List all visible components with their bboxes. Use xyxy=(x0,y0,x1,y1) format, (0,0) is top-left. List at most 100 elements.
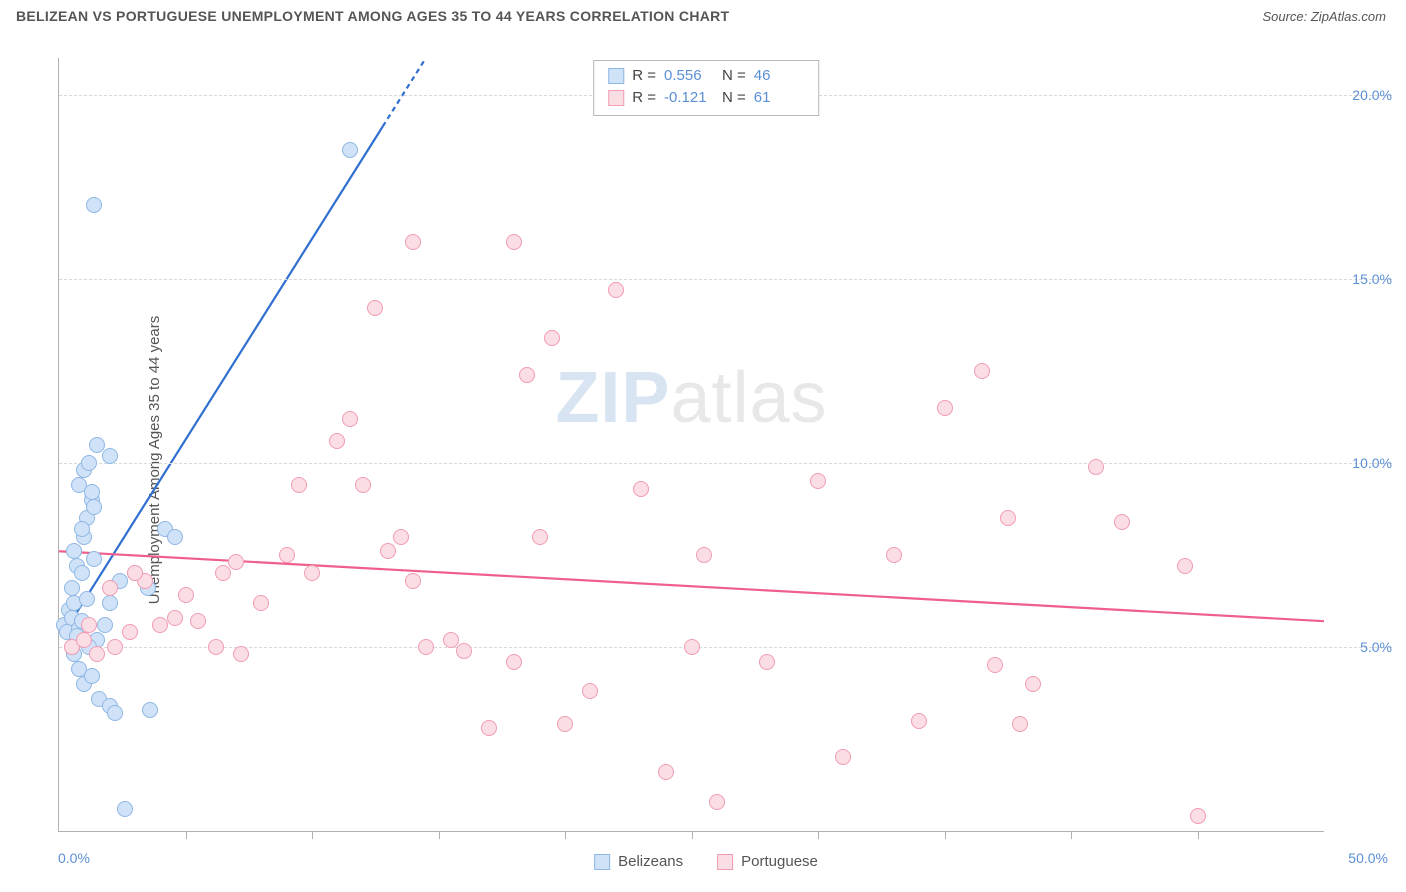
gridline xyxy=(59,279,1392,280)
data-point xyxy=(886,547,902,563)
x-tick xyxy=(692,831,693,839)
data-point xyxy=(74,521,90,537)
stats-row-portuguese: R = -0.121 N = 61 xyxy=(608,87,804,109)
data-point xyxy=(937,400,953,416)
data-point xyxy=(79,591,95,607)
header: BELIZEAN VS PORTUGUESE UNEMPLOYMENT AMON… xyxy=(0,0,1406,28)
data-point xyxy=(456,643,472,659)
x-axis-max-label: 50.0% xyxy=(1348,850,1388,866)
chart-container: Unemployment Among Ages 35 to 44 years Z… xyxy=(16,36,1396,884)
x-axis-origin-label: 0.0% xyxy=(58,850,90,866)
data-point xyxy=(74,565,90,581)
data-point xyxy=(66,543,82,559)
data-point xyxy=(633,481,649,497)
gridline xyxy=(59,463,1392,464)
data-point xyxy=(167,529,183,545)
trend-lines xyxy=(59,58,1324,831)
data-point xyxy=(544,330,560,346)
data-point xyxy=(342,411,358,427)
data-point xyxy=(208,639,224,655)
data-point xyxy=(117,801,133,817)
data-point xyxy=(102,448,118,464)
swatch-belizeans xyxy=(608,68,624,84)
data-point xyxy=(709,794,725,810)
y-tick-label: 10.0% xyxy=(1352,455,1392,471)
data-point xyxy=(102,580,118,596)
data-point xyxy=(329,433,345,449)
data-point xyxy=(89,646,105,662)
data-point xyxy=(107,639,123,655)
data-point xyxy=(86,551,102,567)
legend-item-portuguese: Portuguese xyxy=(717,853,818,870)
data-point xyxy=(304,565,320,581)
data-point xyxy=(342,142,358,158)
data-point xyxy=(1114,514,1130,530)
source-attribution: Source: ZipAtlas.com xyxy=(1262,9,1386,24)
data-point xyxy=(810,473,826,489)
x-tick xyxy=(565,831,566,839)
data-point xyxy=(127,565,143,581)
legend: Belizeans Portuguese xyxy=(594,853,818,870)
x-tick xyxy=(1071,831,1072,839)
data-point xyxy=(84,668,100,684)
data-point xyxy=(684,639,700,655)
data-point xyxy=(86,499,102,515)
data-point xyxy=(215,565,231,581)
data-point xyxy=(380,543,396,559)
data-point xyxy=(228,554,244,570)
data-point xyxy=(418,639,434,655)
data-point xyxy=(405,573,421,589)
y-tick-label: 5.0% xyxy=(1360,639,1392,655)
data-point xyxy=(759,654,775,670)
stats-box: R = 0.556 N = 46 R = -0.121 N = 61 xyxy=(593,60,819,116)
data-point xyxy=(506,654,522,670)
data-point xyxy=(279,547,295,563)
swatch-portuguese xyxy=(608,90,624,106)
data-point xyxy=(253,595,269,611)
data-point xyxy=(190,613,206,629)
x-tick xyxy=(945,831,946,839)
swatch-portuguese xyxy=(717,854,733,870)
data-point xyxy=(167,610,183,626)
data-point xyxy=(532,529,548,545)
data-point xyxy=(233,646,249,662)
data-point xyxy=(86,197,102,213)
data-point xyxy=(178,587,194,603)
y-tick-label: 15.0% xyxy=(1352,271,1392,287)
data-point xyxy=(152,617,168,633)
data-point xyxy=(506,234,522,250)
stats-row-belizeans: R = 0.556 N = 46 xyxy=(608,65,804,87)
data-point xyxy=(1000,510,1016,526)
data-point xyxy=(355,477,371,493)
x-tick xyxy=(1198,831,1199,839)
data-point xyxy=(84,484,100,500)
plot-area: ZIPatlas 5.0%10.0%15.0%20.0% xyxy=(58,58,1324,832)
data-point xyxy=(122,624,138,640)
data-point xyxy=(107,705,123,721)
data-point xyxy=(142,702,158,718)
data-point xyxy=(911,713,927,729)
legend-item-belizeans: Belizeans xyxy=(594,853,683,870)
data-point xyxy=(64,580,80,596)
data-point xyxy=(835,749,851,765)
data-point xyxy=(1025,676,1041,692)
data-point xyxy=(696,547,712,563)
chart-title: BELIZEAN VS PORTUGUESE UNEMPLOYMENT AMON… xyxy=(16,8,729,24)
data-point xyxy=(1190,808,1206,824)
data-point xyxy=(367,300,383,316)
swatch-belizeans xyxy=(594,854,610,870)
data-point xyxy=(608,282,624,298)
x-tick xyxy=(439,831,440,839)
watermark: ZIPatlas xyxy=(555,357,827,439)
gridline xyxy=(59,647,1392,648)
data-point xyxy=(481,720,497,736)
data-point xyxy=(519,367,535,383)
x-tick xyxy=(818,831,819,839)
data-point xyxy=(102,595,118,611)
x-tick xyxy=(312,831,313,839)
data-point xyxy=(291,477,307,493)
data-point xyxy=(974,363,990,379)
data-point xyxy=(582,683,598,699)
data-point xyxy=(405,234,421,250)
data-point xyxy=(81,455,97,471)
